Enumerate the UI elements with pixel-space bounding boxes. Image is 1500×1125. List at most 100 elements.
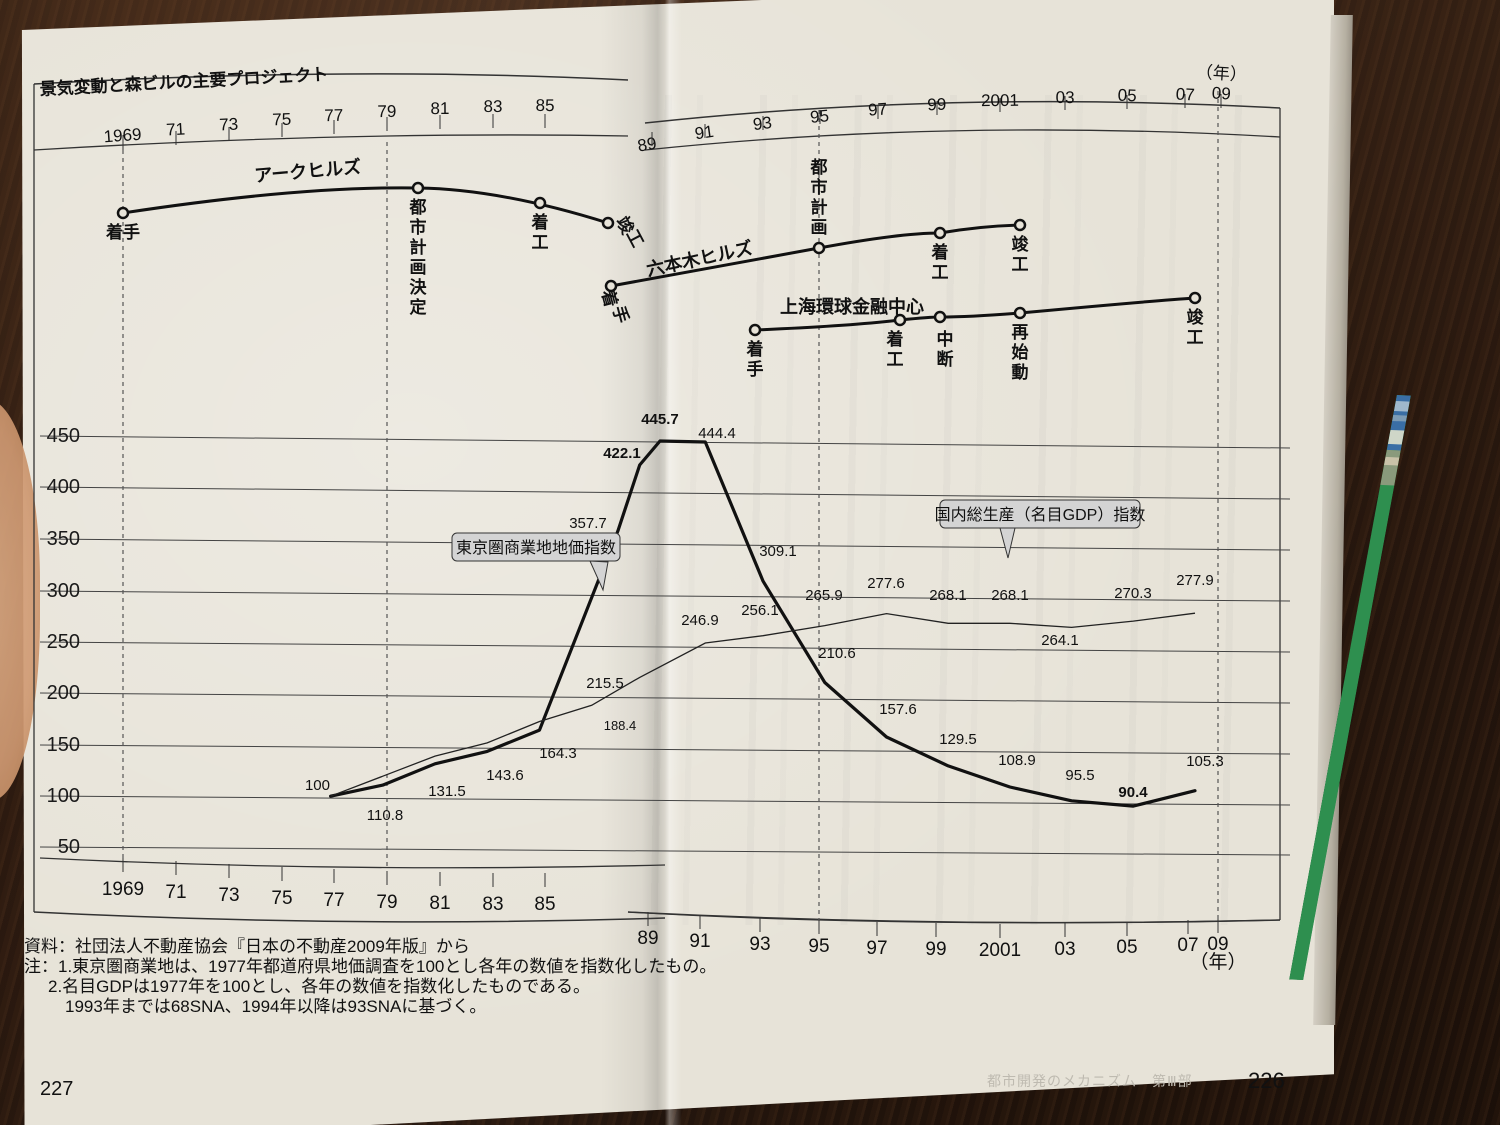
svg-text:277.6: 277.6 — [867, 575, 905, 592]
svg-text:85: 85 — [534, 894, 555, 915]
svg-text:定: 定 — [410, 297, 427, 317]
svg-text:400: 400 — [47, 476, 80, 498]
svg-text:188.4: 188.4 — [604, 718, 637, 733]
svg-text:105.3: 105.3 — [1186, 753, 1224, 770]
svg-text:工: 工 — [1012, 255, 1029, 274]
svg-text:422.1: 422.1 — [603, 445, 641, 462]
svg-text:手: 手 — [609, 304, 633, 326]
svg-text:350: 350 — [47, 528, 80, 550]
svg-text:215.5: 215.5 — [586, 675, 624, 692]
svg-text:（年）: （年） — [1189, 951, 1246, 973]
svg-text:動: 動 — [1012, 362, 1029, 382]
svg-text:97: 97 — [866, 938, 887, 959]
svg-text:六本木ヒルズ: 六本木ヒルズ — [644, 237, 754, 280]
svg-text:2001: 2001 — [979, 940, 1021, 961]
svg-text:市: 市 — [811, 177, 828, 197]
svg-text:93: 93 — [749, 934, 770, 955]
svg-text:竣: 竣 — [1012, 234, 1030, 254]
svg-text:着: 着 — [746, 339, 764, 359]
svg-text:89: 89 — [637, 928, 658, 949]
svg-text:東京圏商業地地価指数: 東京圏商業地地価指数 — [456, 539, 616, 557]
svg-text:画: 画 — [410, 258, 427, 277]
svg-text:450: 450 — [47, 425, 80, 447]
svg-text:2.名目GDPは1977年を100とし、各年の数値を指数化し: 2.名目GDPは1977年を100とし、各年の数値を指数化したものである。 — [48, 977, 590, 996]
svg-text:85: 85 — [535, 96, 554, 115]
svg-text:工: 工 — [1187, 328, 1204, 347]
svg-text:工: 工 — [932, 263, 949, 282]
svg-text:注：1.東京圏商業地は、1977年都道府県地価調査を100と: 注：1.東京圏商業地は、1977年都道府県地価調査を100とし各年の数値を指数化… — [24, 957, 716, 976]
svg-text:250: 250 — [47, 631, 80, 653]
svg-text:444.4: 444.4 — [698, 425, 736, 442]
svg-text:1969: 1969 — [102, 879, 144, 900]
svg-text:277.9: 277.9 — [1176, 572, 1214, 589]
svg-text:着: 着 — [931, 242, 949, 262]
svg-text:資料：社団法人不動産協会『日本の不動産2009年版』から: 資料：社団法人不動産協会『日本の不動産2009年版』から — [24, 937, 470, 956]
svg-text:95: 95 — [808, 936, 829, 957]
svg-text:国内総生産（名目GDP）指数: 国内総生産（名目GDP）指数 — [935, 506, 1146, 524]
svg-text:264.1: 264.1 — [1041, 632, 1079, 649]
svg-text:143.6: 143.6 — [486, 767, 524, 784]
svg-text:画: 画 — [811, 218, 828, 237]
svg-text:91: 91 — [689, 931, 710, 952]
svg-text:91: 91 — [694, 122, 715, 143]
svg-text:300: 300 — [47, 580, 80, 602]
svg-text:227: 227 — [40, 1078, 73, 1100]
svg-text:上海環球金融中心: 上海環球金融中心 — [780, 296, 924, 317]
svg-text:81: 81 — [429, 893, 450, 914]
svg-text:03: 03 — [1054, 939, 1075, 960]
svg-text:93: 93 — [752, 113, 773, 134]
svg-text:309.1: 309.1 — [759, 543, 797, 560]
svg-text:71: 71 — [165, 882, 186, 903]
svg-text:都市開発のメカニズム 第Ⅲ部: 都市開発のメカニズム 第Ⅲ部 — [987, 1073, 1193, 1089]
svg-text:157.6: 157.6 — [879, 701, 917, 718]
svg-text:都: 都 — [810, 157, 828, 177]
svg-text:210.6: 210.6 — [818, 645, 856, 662]
svg-text:108.9: 108.9 — [998, 752, 1036, 769]
svg-text:83: 83 — [482, 894, 503, 915]
svg-text:90.4: 90.4 — [1118, 784, 1148, 801]
svg-text:景気変動と森ビルの主要プロジェクト: 景気変動と森ビルの主要プロジェクト — [39, 64, 329, 99]
svg-text:決: 決 — [410, 277, 428, 297]
svg-text:着手: 着手 — [105, 222, 140, 242]
svg-text:89: 89 — [636, 134, 658, 156]
svg-text:アークヒルズ: アークヒルズ — [254, 156, 362, 186]
svg-text:164.3: 164.3 — [539, 745, 577, 762]
svg-text:計: 計 — [410, 237, 427, 257]
svg-text:150: 150 — [47, 734, 80, 756]
svg-text:工: 工 — [532, 233, 549, 252]
svg-text:75: 75 — [271, 888, 292, 909]
svg-text:357.7: 357.7 — [569, 515, 607, 532]
svg-text:手: 手 — [747, 359, 764, 379]
svg-text:100: 100 — [47, 785, 80, 807]
svg-text:05: 05 — [1116, 937, 1137, 958]
svg-text:268.1: 268.1 — [929, 587, 967, 604]
svg-text:計: 計 — [811, 197, 828, 217]
svg-text:再: 再 — [1012, 323, 1029, 342]
svg-text:265.9: 265.9 — [805, 587, 843, 604]
svg-text:77: 77 — [323, 890, 344, 911]
svg-text:200: 200 — [47, 682, 80, 704]
svg-text:270.3: 270.3 — [1114, 585, 1152, 602]
svg-text:131.5: 131.5 — [428, 783, 466, 800]
svg-text:95.5: 95.5 — [1065, 767, 1094, 784]
svg-text:79: 79 — [376, 892, 397, 913]
svg-text:73: 73 — [218, 885, 239, 906]
svg-text:始: 始 — [1012, 342, 1029, 362]
svg-text:50: 50 — [58, 836, 80, 858]
svg-text:中: 中 — [937, 329, 954, 349]
svg-text:256.1: 256.1 — [741, 602, 779, 619]
svg-text:着: 着 — [886, 329, 904, 349]
svg-text:83: 83 — [484, 97, 503, 116]
svg-text:都: 都 — [409, 197, 427, 217]
svg-text:工: 工 — [887, 350, 904, 369]
svg-text:268.1: 268.1 — [991, 587, 1029, 604]
svg-text:129.5: 129.5 — [939, 731, 977, 748]
svg-text:99: 99 — [925, 939, 946, 960]
svg-text:246.9: 246.9 — [681, 612, 719, 629]
svg-text:市: 市 — [410, 217, 427, 237]
svg-text:着: 着 — [531, 212, 549, 232]
svg-text:110.8: 110.8 — [367, 807, 403, 824]
svg-text:（年）: （年） — [1195, 62, 1247, 84]
svg-text:445.7: 445.7 — [641, 411, 679, 428]
svg-text:1993年までは68SNA、1994年以降は93SNAに基づ: 1993年までは68SNA、1994年以降は93SNAに基づく。 — [65, 997, 486, 1016]
